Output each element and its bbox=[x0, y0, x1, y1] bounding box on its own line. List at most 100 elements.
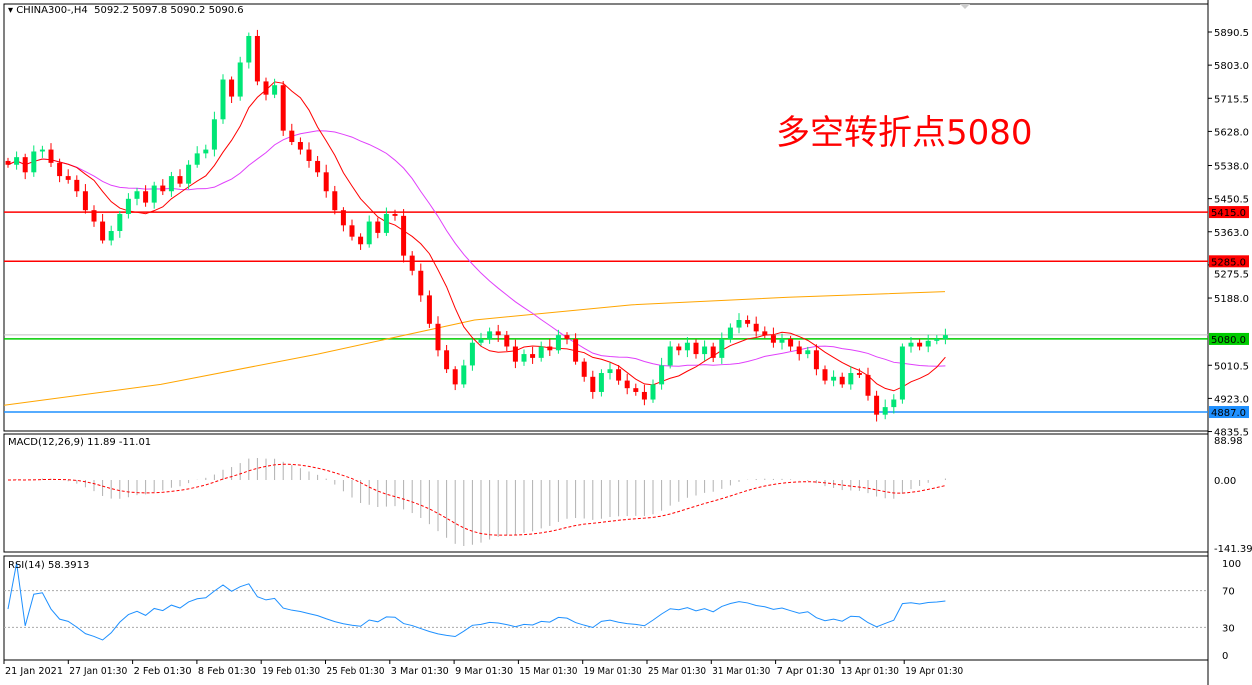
candle-body bbox=[323, 172, 329, 192]
price-tick-label: 5890.5 bbox=[1214, 28, 1249, 39]
chart-title: ▾ CHINA300-,H4 5092.2 5097.8 5090.2 5090… bbox=[8, 5, 244, 16]
candle-body bbox=[151, 185, 157, 203]
candle-body bbox=[590, 376, 596, 392]
macd-tick-label: -141.39 bbox=[1214, 544, 1252, 555]
candle-body bbox=[211, 119, 217, 150]
candle-body bbox=[254, 35, 260, 82]
candle-body bbox=[598, 373, 604, 392]
candle-body bbox=[461, 365, 467, 385]
rsi-tick-label: 0 bbox=[1222, 651, 1228, 662]
macd-panel bbox=[3, 433, 1209, 553]
time-tick-label: 9 Mar 01:30 bbox=[455, 666, 513, 677]
candle-body bbox=[891, 399, 897, 408]
macd-signal-line bbox=[7, 463, 946, 536]
candle-body bbox=[616, 369, 622, 381]
candle-body bbox=[667, 346, 673, 366]
candle-body bbox=[805, 350, 811, 355]
ma-long-line bbox=[3, 291, 946, 406]
candle-body bbox=[444, 350, 450, 370]
candle-body bbox=[788, 338, 794, 347]
candle-body bbox=[770, 335, 776, 343]
candle-body bbox=[504, 335, 510, 347]
candle-body bbox=[573, 338, 579, 362]
time-tick-label: 19 Apr 01:30 bbox=[905, 666, 963, 677]
candle-body bbox=[229, 79, 235, 97]
candle-body bbox=[401, 215, 407, 256]
macd-tick-label: 0.00 bbox=[1214, 476, 1236, 487]
time-tick-label: 27 Jan 01:30 bbox=[69, 666, 127, 677]
price-tick-label: 5450.5 bbox=[1214, 195, 1249, 206]
candle-body bbox=[487, 331, 493, 339]
candle-body bbox=[762, 331, 768, 336]
time-tick-label: 7 Apr 01:30 bbox=[777, 666, 835, 677]
candle-body bbox=[57, 162, 63, 177]
time-tick-label: 2 Feb 01:30 bbox=[134, 666, 192, 677]
candle-body bbox=[831, 376, 837, 381]
level-badge-label: 5285.0 bbox=[1211, 257, 1246, 268]
time-tick-label: 8 Feb 01:30 bbox=[198, 666, 256, 677]
candle-body bbox=[366, 221, 372, 245]
time-tick-label: 25 Mar 01:30 bbox=[648, 666, 706, 677]
price-tick-label: 5010.5 bbox=[1214, 361, 1249, 372]
candle-body bbox=[263, 81, 269, 95]
price-tick-label: 5715.5 bbox=[1214, 94, 1249, 105]
time-tick-label: 31 Mar 01:30 bbox=[712, 666, 770, 677]
candle-body bbox=[297, 142, 303, 150]
candle-body bbox=[796, 346, 802, 355]
candle-body bbox=[659, 365, 665, 385]
time-tick-label: 3 Mar 01:30 bbox=[391, 666, 449, 677]
candle-body bbox=[435, 323, 441, 351]
price-tick-label: 5275.5 bbox=[1214, 269, 1249, 280]
candle-body bbox=[14, 157, 20, 165]
candle-body bbox=[917, 342, 923, 347]
time-tick-label: 25 Feb 01:30 bbox=[327, 666, 385, 677]
candle-body bbox=[237, 62, 243, 97]
candle-body bbox=[865, 374, 871, 396]
level-badge bbox=[1209, 332, 1249, 345]
candle-body bbox=[538, 346, 544, 358]
candle-body bbox=[547, 346, 553, 351]
candle-body bbox=[74, 179, 80, 192]
candle-body bbox=[478, 338, 484, 343]
candle-body bbox=[530, 354, 536, 358]
candle-body bbox=[684, 342, 690, 351]
candle-body bbox=[727, 327, 733, 339]
candle-body bbox=[736, 320, 742, 328]
price-tick-label: 5803.0 bbox=[1214, 61, 1249, 72]
candle-body bbox=[753, 323, 759, 332]
level-badge-label: 5080.0 bbox=[1211, 335, 1246, 346]
candle-body bbox=[409, 255, 415, 271]
candle-body bbox=[418, 270, 424, 296]
candle-body bbox=[745, 320, 751, 324]
time-tick-label: 19 Mar 01:30 bbox=[584, 666, 642, 677]
ma-slow-line bbox=[7, 130, 946, 367]
candle-body bbox=[340, 210, 346, 226]
candle-body bbox=[168, 176, 174, 192]
level-badge-label: 4887.0 bbox=[1211, 408, 1246, 419]
candle-body bbox=[194, 153, 200, 165]
symbol: CHINA300-,H4 bbox=[16, 5, 88, 16]
candle-body bbox=[848, 373, 854, 385]
rsi-tick-label: 30 bbox=[1222, 623, 1235, 634]
price-tick-label: 5628.0 bbox=[1214, 127, 1249, 138]
macd-label: MACD(12,26,9) 11.89 -11.01 bbox=[8, 437, 152, 448]
candle-body bbox=[581, 361, 587, 377]
candle-body bbox=[641, 391, 647, 400]
candle-body bbox=[702, 346, 708, 355]
candle-body bbox=[564, 335, 570, 339]
candle-body bbox=[779, 338, 785, 343]
rsi-label: RSI(14) 58.3913 bbox=[8, 560, 90, 571]
candle-body bbox=[48, 149, 54, 163]
ohlc-readout: 5092.2 5097.8 5090.2 5090.6 bbox=[94, 5, 244, 16]
candle-body bbox=[39, 149, 45, 152]
candle-body bbox=[607, 369, 613, 374]
candle-body bbox=[521, 354, 527, 362]
main-panel bbox=[3, 3, 1209, 432]
rsi-panel bbox=[3, 555, 1209, 661]
candle-body bbox=[874, 395, 880, 415]
candle-body bbox=[719, 338, 725, 358]
candle-body bbox=[512, 346, 518, 362]
candle-body bbox=[633, 388, 639, 392]
